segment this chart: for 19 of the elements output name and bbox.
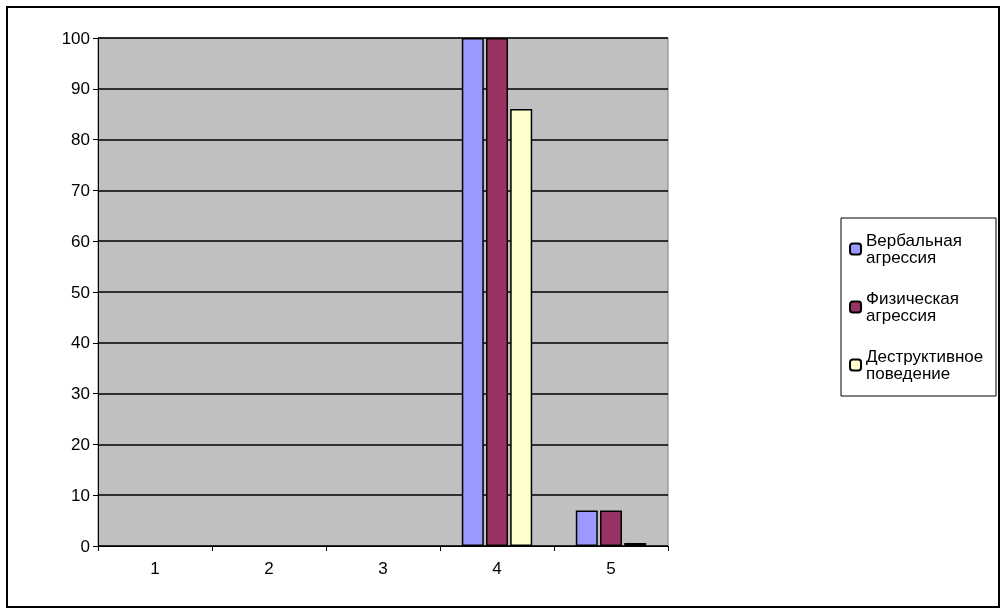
x-tick-label: 5 <box>606 559 616 578</box>
legend-label: Деструктивное поведение <box>866 347 988 383</box>
y-tick-label: 10 <box>71 485 90 505</box>
legend-label: Физическая агрессия <box>866 289 964 325</box>
legend-label: Вербальная агрессия <box>866 231 967 267</box>
x-tick-label: 2 <box>264 559 274 578</box>
y-tick-label: 70 <box>71 180 90 200</box>
y-tick-label: 0 <box>80 536 90 556</box>
y-tick-label: 20 <box>71 434 90 454</box>
y-tick-label: 30 <box>71 384 90 404</box>
x-tick-label: 1 <box>150 559 160 578</box>
y-tick-label: 50 <box>71 282 90 302</box>
y-tick-label: 90 <box>71 79 90 99</box>
x-tick-label: 3 <box>378 559 388 578</box>
y-tick-label: 60 <box>71 231 90 251</box>
x-tick-label: 4 <box>492 559 502 578</box>
y-tick-label: 80 <box>71 130 90 150</box>
y-tick-label: 40 <box>71 333 90 353</box>
y-tick-label: 100 <box>61 28 90 48</box>
